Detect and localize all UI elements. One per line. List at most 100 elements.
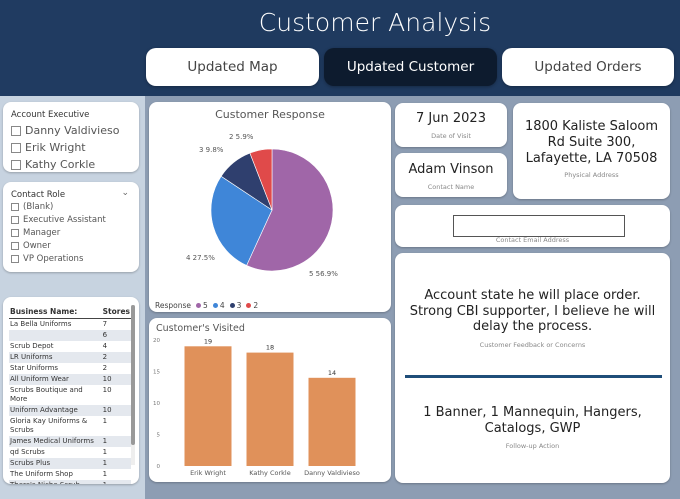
column-header-business-name[interactable]: Business Name: xyxy=(9,305,101,319)
table-row[interactable]: qd Scrubs 1 xyxy=(9,447,131,458)
pie-data-label: 2 5.9% xyxy=(229,133,254,141)
customer-feedback-label: Customer Feedback or Concerns xyxy=(479,341,586,349)
stores-cell: 10 xyxy=(102,386,112,394)
pie-slice-2[interactable] xyxy=(249,148,273,211)
stores-cell: 2 xyxy=(102,364,108,372)
customers-visited-bar-chart[interactable]: 0 5 10 15 20 19 Erik Wright 18 Kathy Corkle 14 Dan… xyxy=(149,318,391,482)
business-name-cell: The Uniform Shop xyxy=(10,470,73,478)
checkbox[interactable] xyxy=(11,125,21,136)
table-row[interactable]: Scrubs Plus 1 xyxy=(9,458,131,469)
customer-response-title: Customer Response xyxy=(215,108,325,121)
bar-erik-wright[interactable] xyxy=(184,346,232,466)
nav-button-updated-map[interactable]: Updated Map xyxy=(146,48,319,86)
stores-cell: 10 xyxy=(100,405,131,416)
legend-label[interactable]: 2 xyxy=(253,301,259,310)
nav-button-updated-orders[interactable]: Updated Orders xyxy=(502,48,674,86)
customer-response-pie-chart[interactable]: 5 56.9% 4 27.5% 3 9.8% 2 5.9% xyxy=(149,102,391,312)
table-row[interactable]: Scrub Depot 4 xyxy=(9,341,131,352)
table-row[interactable]: Gloria Kay Uniforms & Scrubs 1 xyxy=(9,416,131,436)
table-scrollbar[interactable] xyxy=(131,305,135,465)
checkbox[interactable] xyxy=(11,255,19,263)
contact-email-card: Contact Email Address xyxy=(395,205,670,247)
stores-cell: 1 xyxy=(102,448,108,456)
table-row[interactable]: All Uniform Wear 10 xyxy=(9,374,131,385)
pie-slice-5[interactable] xyxy=(246,148,334,272)
stores-cell: 6 xyxy=(100,330,131,341)
business-name-cell: Uniform Advantage xyxy=(9,405,101,416)
feedback-card: Account state he will place order. Stron… xyxy=(395,253,670,483)
business-name-cell: Star Uniforms xyxy=(10,364,59,372)
y-tick-label: 5 xyxy=(157,433,161,439)
table-row[interactable]: The Uniform Shop 1 xyxy=(9,469,131,480)
customers-visited-title: Customer's Visited xyxy=(156,323,245,334)
column-header-stores[interactable]: Stores xyxy=(100,305,131,319)
bar-kathy-corkle[interactable] xyxy=(246,352,294,466)
feedback-line: delay the process. xyxy=(472,319,593,334)
physical-address-card: 1800 Kaliste Saloom Rd Suite 300, Lafaye… xyxy=(513,103,670,199)
stores-cell: 1 xyxy=(100,458,131,469)
customer-response-card: Customer Response 5 56.9% 4 27.5% 3 9.8% 2 … xyxy=(149,102,391,312)
physical-address-label: Physical Address xyxy=(564,171,619,179)
bar-data-label: 18 xyxy=(266,344,274,352)
x-tick-label: Danny Valdivieso xyxy=(304,469,360,477)
business-table-card: Business Name: Stores La Bella Uniforms 7… xyxy=(3,297,139,484)
checkbox[interactable] xyxy=(11,242,19,250)
slicer-option-kathy-corkle[interactable]: Kathy Corkle xyxy=(11,158,95,171)
business-name-cell: There's Niche Scrub Shop xyxy=(9,480,101,484)
follow-up-action-value: 1 Banner, 1 Mannequin, Hangers, Catalogs… xyxy=(395,405,670,437)
checkbox[interactable] xyxy=(11,216,19,224)
contact-name-card: Adam Vinson Contact Name xyxy=(395,153,507,197)
table-row[interactable]: La Bella Uniforms 7 xyxy=(9,319,131,331)
stores-cell: 4 xyxy=(102,342,108,350)
legend-label[interactable]: 5 xyxy=(203,301,208,310)
bar-data-label: 19 xyxy=(204,337,212,345)
chevron-down-icon[interactable]: ⌄ xyxy=(121,188,129,198)
table-row[interactable]: Scrubs Boutique and More 10 xyxy=(9,385,131,405)
business-table: Business Name: Stores La Bella Uniforms 7… xyxy=(9,305,131,484)
table-row[interactable]: 6 xyxy=(9,330,131,341)
table-row[interactable]: James Medical Uniforms 1 xyxy=(9,436,131,447)
bar-danny-valdivieso[interactable] xyxy=(308,377,356,466)
legend-label[interactable]: 3 xyxy=(236,301,242,310)
slicer-option-manager[interactable]: Manager xyxy=(11,228,60,238)
y-tick-label: 0 xyxy=(157,464,161,470)
checkbox[interactable] xyxy=(11,142,21,153)
slicer-option-label: Owner xyxy=(23,241,51,251)
scrollbar-thumb[interactable] xyxy=(131,305,135,445)
table-row[interactable]: Star Uniforms 2 xyxy=(9,363,131,374)
contact-role-slicer: Contact Role ⌄ (Blank) Executive Assista… xyxy=(3,182,139,272)
business-name-cell: La Bella Uniforms xyxy=(10,320,72,328)
business-name-cell xyxy=(9,330,101,341)
date-of-visit-label: Date of Visit xyxy=(431,132,471,140)
checkbox[interactable] xyxy=(11,229,19,237)
slicer-option-vp-operations[interactable]: VP Operations xyxy=(11,254,83,264)
business-name-cell: qd Scrubs xyxy=(10,448,45,456)
checkbox[interactable] xyxy=(11,203,19,211)
table-row[interactable]: Uniform Advantage 10 xyxy=(9,405,131,416)
slicer-option-danny-valdivieso[interactable]: Danny Valdivieso xyxy=(11,124,119,137)
x-tick-label: Kathy Corkle xyxy=(249,469,290,477)
divider xyxy=(405,375,662,378)
pie-legend: Response 5 4 3 2 xyxy=(155,301,258,310)
legend-label[interactable]: 4 xyxy=(219,301,225,310)
y-tick-label: 20 xyxy=(153,338,160,344)
y-tick-label: 10 xyxy=(153,401,160,407)
customer-feedback-value: Account state he will place order. Stron… xyxy=(395,288,670,335)
slicer-option-blank[interactable]: (Blank) xyxy=(11,202,53,212)
contact-name-value: Adam Vinson xyxy=(408,162,494,177)
table-row[interactable]: LR Uniforms 2 xyxy=(9,352,131,363)
slicer-option-owner[interactable]: Owner xyxy=(11,241,51,251)
address-line: 1800 Kaliste Saloom xyxy=(524,119,659,134)
legend-swatch xyxy=(212,303,218,308)
pie-data-label: 4 27.5% xyxy=(186,254,215,262)
nav-button-updated-customer[interactable]: Updated Customer xyxy=(324,48,497,86)
slicer-option-erik-wright[interactable]: Erik Wright xyxy=(11,141,86,154)
slicer-option-label: Manager xyxy=(23,228,61,238)
followup-line: Catalogs, GWP xyxy=(484,421,581,436)
pie-slice-4[interactable] xyxy=(210,175,273,266)
slicer-option-executive-assistant[interactable]: Executive Assistant xyxy=(11,215,106,225)
pie-data-label: 5 56.9% xyxy=(309,270,338,278)
account-executive-slicer: Account Executive Danny Valdivieso Erik … xyxy=(3,102,139,172)
checkbox[interactable] xyxy=(11,159,21,170)
